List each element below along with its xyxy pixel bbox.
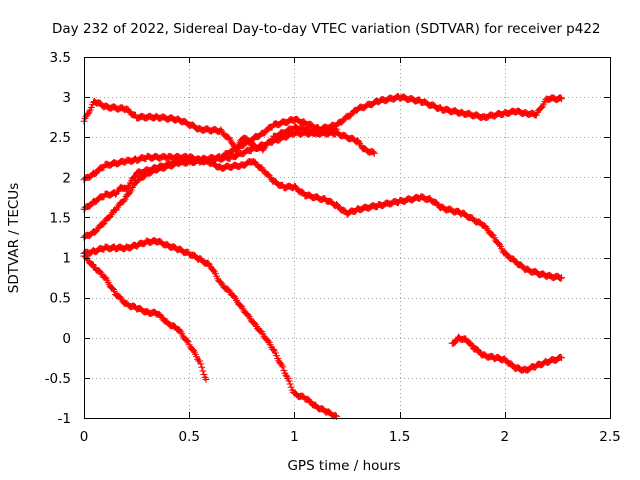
data-points <box>80 252 210 383</box>
series-track-4 <box>80 125 340 241</box>
series-track-3 <box>80 93 566 213</box>
chart-title: Day 232 of 2022, Sidereal Day-to-day VTE… <box>52 21 601 37</box>
data-points <box>80 237 340 420</box>
x-tick-labels: 0 0.5 1 1.5 2 2.5 <box>80 429 621 445</box>
y-tick-label: -1 <box>58 411 71 427</box>
y-tick-label: 2.5 <box>50 130 71 146</box>
plot-frame <box>84 57 611 419</box>
x-tick-label: 2.5 <box>599 429 620 445</box>
data-points <box>80 93 566 213</box>
y-tick-label: 3.5 <box>50 50 71 66</box>
data-layer <box>80 93 566 420</box>
y-tick-label: 1.5 <box>50 210 71 226</box>
y-tick-label: 2 <box>62 170 71 186</box>
x-tick-label: 0.5 <box>178 429 199 445</box>
x-axis-label: GPS time / hours <box>287 458 400 474</box>
y-tick-label: 1 <box>62 251 71 267</box>
series-track-7 <box>448 333 566 374</box>
y-axis-label: SDTVAR / TECUs <box>6 183 22 293</box>
x-tick-label: 2 <box>501 429 510 445</box>
x-tick-label: 0 <box>80 429 89 445</box>
tick-marks <box>84 57 611 419</box>
y-tick-label: 0 <box>62 331 71 347</box>
y-tick-label: -0.5 <box>45 371 71 387</box>
series-track-5 <box>80 237 340 420</box>
data-points <box>80 125 340 241</box>
y-tick-labels: -1 -0.5 0 0.5 1 1.5 2 2.5 3 3.5 <box>45 50 71 427</box>
y-tick-label: 0.5 <box>50 291 71 307</box>
y-tick-label: 3 <box>62 90 71 106</box>
x-tick-label: 1 <box>290 429 299 445</box>
series-track-6 <box>80 252 210 383</box>
data-points <box>448 333 566 374</box>
x-tick-label: 1.5 <box>389 429 410 445</box>
